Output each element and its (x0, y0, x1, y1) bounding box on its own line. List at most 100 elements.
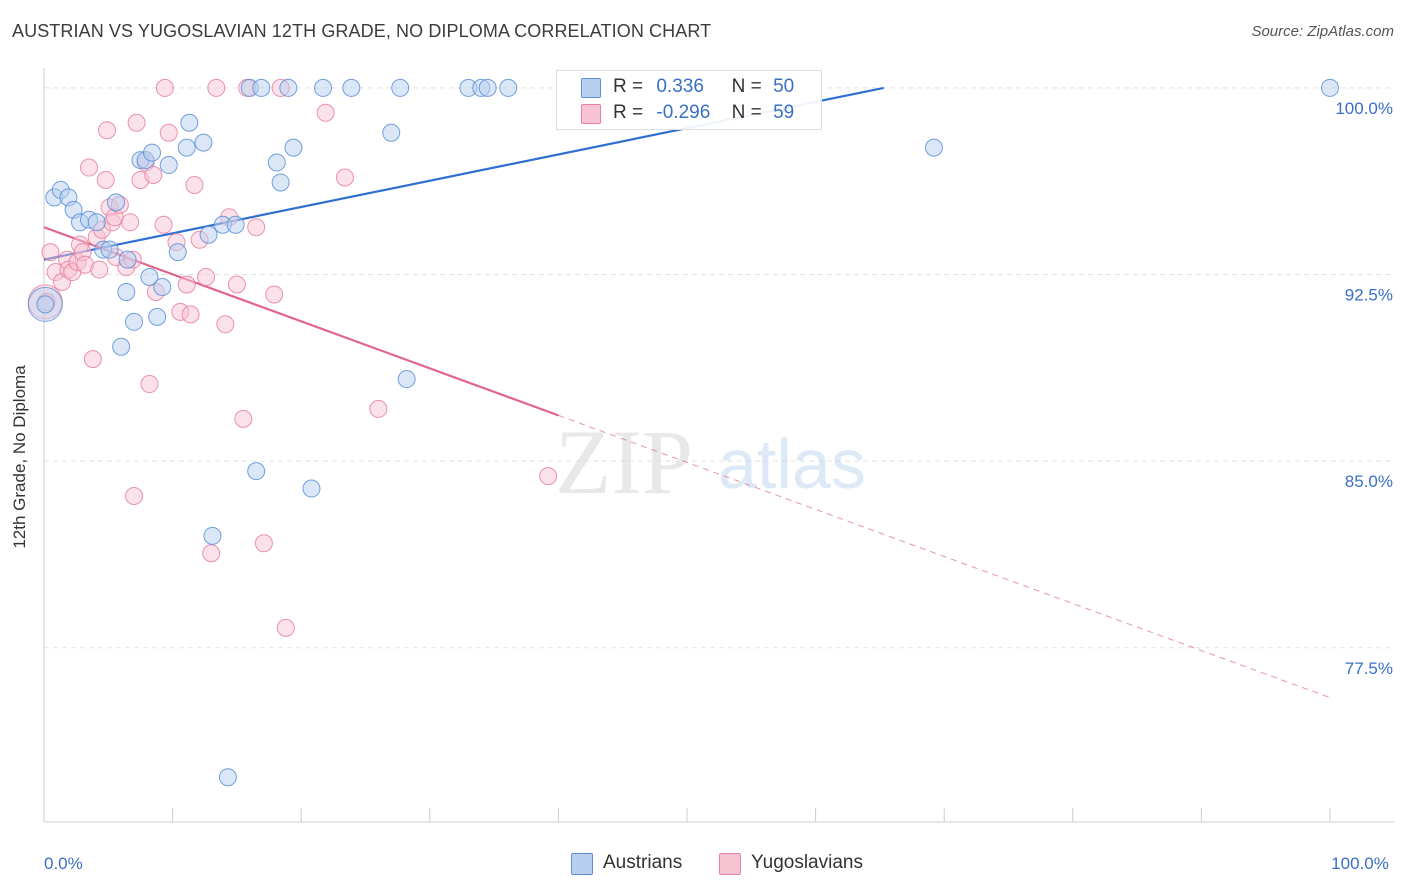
austrians-point (125, 312, 144, 331)
points-yugoslavians (27, 78, 558, 637)
y-tick-label: 85.0% (1345, 472, 1393, 491)
austrians-point (194, 133, 213, 152)
yugoslavians-point (216, 315, 235, 334)
yugoslavians-point (181, 305, 200, 324)
chart-title: AUSTRIAN VS YUGOSLAVIAN 12TH GRADE, NO D… (12, 21, 712, 41)
axes (43, 68, 1394, 823)
correlation-legend: R = 0.336 N = 50 R = -0.296 N = 59 (556, 70, 822, 130)
bottom-legend-label-austrians: Austrians (603, 852, 683, 873)
austrians-point (279, 78, 298, 97)
yugoslavians-point (127, 113, 146, 132)
yugoslavians-point (265, 285, 284, 304)
austrians-point (177, 138, 196, 157)
austrians-point (159, 156, 178, 175)
austrians-point (247, 462, 266, 481)
yugoslavians-point (369, 399, 388, 418)
bottom-legend-label-yugoslavians: Yugoslavians (751, 852, 863, 873)
trend-line-yugoslavians (43, 226, 1331, 699)
yugoslavians-point (121, 213, 140, 232)
yugoslavians-point (159, 123, 178, 142)
points-austrians (27, 78, 1339, 787)
austrians-point (112, 337, 131, 356)
austrians-point (252, 78, 271, 97)
legend-r-label-yugoslavians: R = (613, 102, 644, 123)
austrians-point (1321, 78, 1339, 97)
yugoslavians-point (125, 487, 144, 506)
y-axis-label-wrap: 12th Grade, No Diploma (10, 365, 44, 548)
austrians-point (118, 250, 137, 269)
yugoslavians-point (254, 534, 273, 553)
yugoslavians-point (144, 166, 163, 185)
austrians-point (199, 225, 218, 244)
legend-n-label-yugoslavians: N = (731, 102, 762, 123)
legend-text-austrians: R = 0.336 N = 50 (613, 76, 794, 98)
bottom-legend-swatch-yugoslavians (719, 853, 741, 875)
y-tick-label: 100.0% (1335, 99, 1393, 118)
austrians-point (203, 526, 222, 545)
watermark-atlas: atlas (718, 425, 866, 503)
yugoslavians-point (98, 121, 117, 140)
watermark-zip: ZIP (555, 411, 693, 513)
bottom-legend-swatch-austrians (571, 853, 593, 875)
yugoslavians-point (185, 175, 204, 194)
yugoslavians-point (140, 375, 159, 394)
austrians-point (267, 153, 286, 172)
yugoslavians-point (539, 467, 558, 486)
legend-swatch-austrians (581, 78, 601, 98)
austrians-point (100, 240, 119, 259)
austrians-point (342, 78, 361, 97)
austrians-point (168, 243, 187, 262)
austrians-point (271, 173, 290, 192)
austrians-point (180, 113, 199, 132)
austrians-point (153, 277, 172, 296)
austrians-point (391, 78, 410, 97)
grid-lines (44, 87, 1394, 649)
yugoslavians-point (80, 158, 99, 177)
watermark: ZIP atlas (555, 411, 866, 513)
yugoslavians-point (207, 78, 226, 97)
austrians-point (36, 295, 55, 314)
austrians-point (499, 78, 518, 97)
yugoslavians-point (41, 243, 60, 262)
yugoslavians-point (276, 618, 295, 637)
x-tick-label: 0.0% (44, 854, 83, 873)
austrians-point (397, 370, 416, 389)
austrians-point (314, 78, 333, 97)
yugoslavians-point (202, 544, 221, 563)
legend-r-label-austrians: R = (613, 76, 644, 97)
legend-swatch-yugoslavians (581, 104, 601, 124)
yugoslavians-point (335, 168, 354, 187)
y-tick-label: 77.5% (1345, 659, 1393, 678)
yugoslavians-point (83, 350, 102, 369)
austrians-point (117, 282, 136, 301)
legend-r-value-austrians: 0.336 (656, 76, 704, 97)
austrians-point (382, 123, 401, 142)
austrians-point (107, 193, 126, 212)
tick-labels: 100.0% 92.5% 85.0% 77.5% 0.0% 100.0% (44, 99, 1393, 873)
austrians-point (226, 215, 245, 234)
austrians-point (924, 138, 943, 157)
x-tick-label: 100.0% (1331, 854, 1389, 873)
austrians-point (302, 479, 321, 498)
y-tick-label: 92.5% (1345, 286, 1393, 305)
legend-text-yugoslavians: R = -0.296 N = 59 (613, 102, 794, 124)
legend-r-value-yugoslavians: -0.296 (656, 102, 711, 123)
austrians-point (218, 768, 237, 787)
legend-n-value-austrians: 50 (773, 76, 795, 97)
austrians-point (148, 307, 167, 326)
trend-yugoslavians-dashed (558, 414, 1331, 699)
yugoslavians-point (96, 170, 115, 189)
austrians-point (87, 213, 106, 232)
yugoslavians-point (154, 215, 173, 234)
source-label: Source: ZipAtlas.com (1251, 23, 1394, 40)
yugoslavians-point (234, 409, 253, 428)
yugoslavians-point (177, 275, 196, 294)
legend-n-value-yugoslavians: 59 (773, 102, 795, 123)
yugoslavians-point (316, 103, 335, 122)
yugoslavians-point (227, 275, 246, 294)
y-axis-label: 12th Grade, No Diploma (10, 365, 29, 549)
yugoslavians-point (247, 218, 266, 237)
yugoslavians-point (90, 260, 109, 279)
austrians-point (284, 138, 303, 157)
